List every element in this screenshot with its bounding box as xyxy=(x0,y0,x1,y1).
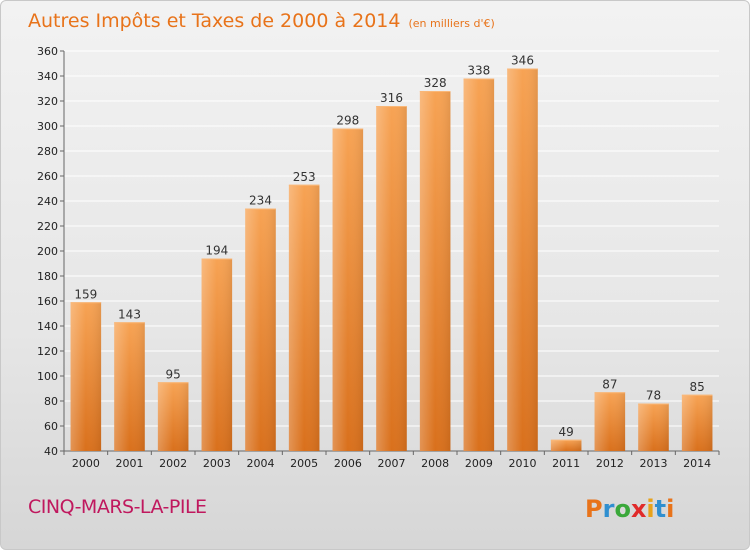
bar-shine xyxy=(157,382,189,451)
data-label-2004: 234 xyxy=(249,194,272,208)
x-tick-label-2014: 2014 xyxy=(683,457,711,470)
x-tick-label-2005: 2005 xyxy=(290,457,318,470)
logo-letter: t xyxy=(655,495,666,523)
y-tick-label: 60 xyxy=(44,420,58,433)
proxiti-logo: Proxiti xyxy=(585,495,674,523)
y-tick-label: 300 xyxy=(37,120,58,133)
x-tick-label-2012: 2012 xyxy=(596,457,624,470)
bar-shine xyxy=(201,258,233,451)
y-tick-label: 80 xyxy=(44,395,58,408)
y-tick-label: 340 xyxy=(37,70,58,83)
bar-shine xyxy=(638,403,669,451)
y-tick-label: 240 xyxy=(37,195,58,208)
y-tick-label: 180 xyxy=(37,270,58,283)
x-tick-label-2004: 2004 xyxy=(247,457,275,470)
y-tick-label: 100 xyxy=(37,370,58,383)
y-tick-label: 260 xyxy=(37,170,58,183)
data-label-2012: 87 xyxy=(602,377,617,391)
x-tick-label-2011: 2011 xyxy=(552,457,580,470)
y-tick-label: 220 xyxy=(37,220,58,233)
logo-letter: i xyxy=(646,495,654,523)
x-tick-label-2007: 2007 xyxy=(378,457,406,470)
y-tick-label: 320 xyxy=(37,95,58,108)
data-labels: 159 143 95 194 234 253 298 316 328 338 346 49 87 78 85 xyxy=(74,54,704,439)
x-tick-label-2000: 2000 xyxy=(72,457,100,470)
data-label-2003: 194 xyxy=(205,244,228,258)
x-tick-label-2013: 2013 xyxy=(640,457,668,470)
bar-shine xyxy=(376,106,407,451)
data-label-2009: 338 xyxy=(467,64,490,78)
data-label-2006: 298 xyxy=(336,114,359,128)
y-tick-label: 280 xyxy=(37,145,58,158)
y-tick-label: 140 xyxy=(37,320,58,333)
y-tick-label: 160 xyxy=(37,295,58,308)
data-label-2010: 346 xyxy=(511,54,534,68)
x-tick-label-2008: 2008 xyxy=(421,457,449,470)
x-tick-label-2006: 2006 xyxy=(334,457,362,470)
data-label-2013: 78 xyxy=(646,389,661,403)
bar-shine xyxy=(681,394,713,451)
bar-shine xyxy=(70,302,102,451)
title-unit: (en milliers d'€) xyxy=(409,17,495,30)
data-label-2002: 95 xyxy=(166,367,181,381)
bar-shine xyxy=(245,208,276,451)
bar-shine xyxy=(332,128,364,451)
logo-letter: r xyxy=(603,495,615,523)
data-label-2014: 85 xyxy=(690,380,705,394)
x-tick-label-2003: 2003 xyxy=(203,457,231,470)
data-label-2011: 49 xyxy=(559,425,574,439)
y-tick-label: 40 xyxy=(44,445,58,458)
data-label-2000: 159 xyxy=(74,287,97,301)
y-tick-label: 200 xyxy=(37,245,58,258)
bars xyxy=(70,68,713,451)
x-tick-label-2010: 2010 xyxy=(509,457,537,470)
commune-name: CINQ-MARS-LA-PILE xyxy=(28,496,207,518)
data-label-2007: 316 xyxy=(380,91,403,105)
bar-shine xyxy=(594,392,626,451)
logo-letter: x xyxy=(631,495,647,523)
bar-shine xyxy=(114,322,145,451)
logo-letter: o xyxy=(614,495,631,523)
bar-shine xyxy=(507,68,538,451)
data-label-2005: 253 xyxy=(293,170,316,184)
y-tick-label: 120 xyxy=(37,345,58,358)
data-label-2001: 143 xyxy=(118,307,141,321)
bar-shine xyxy=(288,184,320,451)
y-tick-label: 360 xyxy=(37,45,58,58)
x-tick-label-2001: 2001 xyxy=(116,457,144,470)
x-tick-label-2002: 2002 xyxy=(159,457,187,470)
bar-shine xyxy=(550,439,582,451)
title-text: Autres Impôts et Taxes de 2000 à 2014 xyxy=(28,10,401,32)
logo-letter: P xyxy=(585,495,603,523)
bar-shine xyxy=(463,78,495,451)
data-label-2008: 328 xyxy=(424,76,447,90)
bar-shine xyxy=(419,91,451,451)
x-tick-label-2009: 2009 xyxy=(465,457,493,470)
chart-title: Autres Impôts et Taxes de 2000 à 2014 (en… xyxy=(28,10,495,32)
logo-letter: i xyxy=(666,495,674,523)
